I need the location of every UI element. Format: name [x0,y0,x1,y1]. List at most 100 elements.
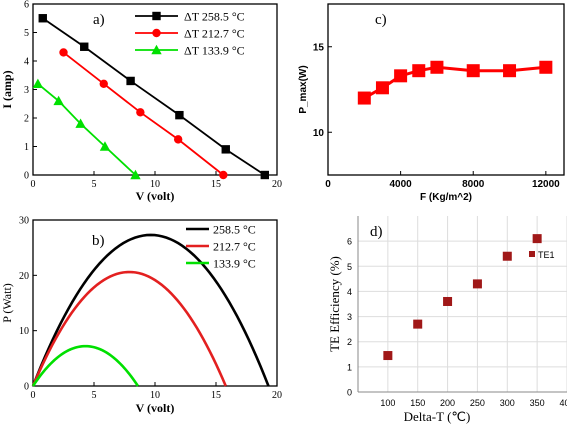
data-point [503,64,517,78]
legend-label: 212.7 °C [213,240,256,254]
data-point [80,42,89,51]
x-tick-label: 300 [500,398,515,408]
x-tick-label: 400 [559,398,567,408]
panel-label: c) [375,12,387,28]
y-tick-label: 10 [19,326,29,337]
data-point [38,14,47,23]
x-tick-label: 5 [92,179,97,190]
x-tick-label: 0 [325,179,331,190]
x-tick-label: 20 [272,390,282,401]
y-tick-label: 0 [24,382,29,393]
data-point [394,69,408,83]
legend-label: 258.5 °C [213,223,256,237]
series-line [363,65,546,100]
y-tick-label: 3 [347,312,352,322]
y-axis-label: TE Efficiency (%) [327,256,342,352]
legend-marker [152,11,161,21]
y-tick-label: 6 [24,0,29,11]
x-axis-label: V (volt) [136,401,175,415]
data-point [357,91,371,105]
y-axis-label: I (amp) [0,70,14,108]
panel-label: a) [93,12,105,28]
y-tick-label: 4 [347,287,352,297]
data-point [502,251,512,261]
data-point [59,48,68,57]
panel-label: d) [370,224,383,240]
x-tick-label: 250 [470,398,485,408]
y-tick-label: 5 [24,28,29,39]
data-point [53,95,64,106]
x-tick-label: 4000 [389,179,412,190]
x-axis-label: F (Kg/m^2) [420,192,472,203]
y-tick-label: 20 [19,271,29,282]
x-tick-label: 350 [530,398,545,408]
data-point [75,118,86,128]
data-point [219,170,228,180]
y-tick-label: 10 [313,128,325,139]
y-tick-label: 1 [347,362,352,372]
data-point [175,110,184,120]
legend-label: 133.9 °C [213,257,256,271]
data-point [412,64,426,78]
y-tick-label: 15 [313,42,325,53]
y-tick-label: 0 [347,388,352,398]
data-point [126,76,135,86]
y-tick-label: 2 [24,114,29,125]
power-curve [31,344,140,387]
data-point [32,78,44,88]
x-tick-label: 0 [31,179,36,190]
x-tick-label: 100 [380,398,395,408]
y-tick-label: 5 [347,262,352,272]
legend-label: ΔT 212.7 °C [184,27,245,41]
y-tick-label: 2 [347,337,352,347]
data-point [383,351,393,361]
x-tick-label: 15 [211,179,221,190]
x-tick-label: 12000 [532,179,560,190]
data-point [99,79,108,89]
x-tick-label: 5 [92,390,97,401]
y-tick-label: 30 [19,216,29,227]
legend-marker [152,28,161,38]
data-point [375,81,389,95]
y-tick-label: 3 [24,85,29,96]
y-axis-label: P_max(W) [298,65,309,113]
data-point [430,60,444,74]
x-tick-label: 10 [150,179,160,190]
legend-marker [529,251,535,257]
data-point [136,108,145,117]
x-tick-label: 10 [150,390,160,401]
data-point [99,141,111,151]
x-tick-label: 200 [440,398,455,408]
power-curve [31,233,270,387]
data-point [221,145,230,154]
legend-label: ΔT 133.9 °C [184,44,245,58]
data-point [130,169,141,180]
data-point [532,234,542,244]
x-axis-label: V (volt) [136,189,175,203]
legend-marker [151,44,162,55]
x-axis-label: Delta-T (℃) [404,409,471,424]
y-tick-label: 0 [24,171,29,182]
x-tick-label: 8000 [462,179,485,190]
data-point [443,296,453,306]
legend-label: TE1 [538,250,555,260]
x-tick-label: 0 [31,390,36,401]
plot-frame-c [327,3,565,176]
y-axis-label: P (Watt) [0,283,14,323]
data-point [466,64,480,78]
legend-label: ΔT 258.5 °C [184,10,245,24]
panel-label: b) [92,233,105,249]
x-tick-label: 150 [410,398,425,408]
y-tick-label: 6 [347,237,352,247]
data-point [173,135,183,144]
data-point [539,60,553,74]
y-tick-label: 1 [24,142,29,153]
x-tick-label: 20 [272,179,282,190]
y-tick-label: 4 [24,57,29,68]
x-tick-label: 15 [211,390,221,401]
data-point [260,170,269,180]
data-point [413,319,423,329]
series-line [42,17,266,176]
power-curve [31,270,227,387]
